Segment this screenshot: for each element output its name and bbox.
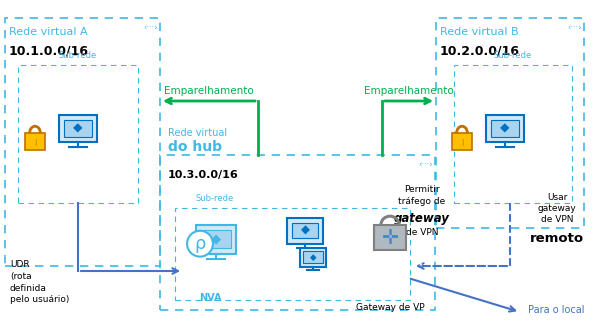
Circle shape: [187, 231, 213, 256]
Bar: [486, 115, 524, 142]
Bar: [5, 18, 160, 266]
Text: Sub-rede: Sub-rede: [494, 51, 532, 60]
Text: 10.2.0.0/16: 10.2.0.0/16: [440, 45, 520, 57]
Text: Emparelhamento: Emparelhamento: [364, 86, 454, 96]
Bar: [304, 251, 322, 263]
Bar: [374, 225, 406, 250]
Text: ◆: ◆: [501, 122, 509, 135]
Text: Para o local: Para o local: [528, 305, 584, 315]
Text: Usar: Usar: [547, 193, 567, 202]
Bar: [160, 155, 435, 310]
Text: tráfego de: tráfego de: [398, 197, 446, 206]
Text: 10.3.0.0/16: 10.3.0.0/16: [168, 170, 239, 180]
Bar: [292, 223, 318, 238]
Text: ◆: ◆: [301, 224, 310, 237]
Text: ◆: ◆: [73, 122, 83, 135]
Bar: [452, 133, 472, 150]
Bar: [196, 225, 236, 254]
Bar: [454, 65, 572, 203]
Text: ‹···›: ‹···›: [144, 24, 158, 33]
Bar: [202, 230, 231, 248]
Text: ‹···›: ‹···›: [568, 24, 582, 33]
Bar: [300, 248, 326, 267]
Bar: [175, 208, 410, 300]
Text: |: |: [461, 140, 463, 146]
Text: NVA: NVA: [199, 293, 221, 303]
Text: de VPN: de VPN: [541, 215, 573, 224]
Text: Rede virtual: Rede virtual: [168, 128, 227, 138]
Text: remoto: remoto: [530, 232, 584, 245]
Text: Emparelhamento: Emparelhamento: [164, 86, 254, 96]
Text: de VPN: de VPN: [406, 228, 438, 237]
Text: Gateway de VP: Gateway de VP: [356, 304, 425, 312]
Bar: [436, 18, 584, 228]
Text: ✛: ✛: [382, 229, 398, 248]
Text: ‹···›: ‹···›: [419, 161, 433, 170]
Text: |: |: [34, 140, 36, 146]
Bar: [25, 133, 45, 150]
Text: Sub-rede: Sub-rede: [59, 51, 97, 60]
Text: Rede virtual B: Rede virtual B: [440, 27, 518, 37]
Text: ◆: ◆: [310, 253, 316, 262]
Bar: [491, 120, 519, 137]
Text: UDR
(rota
definida
pelo usuário): UDR (rota definida pelo usuário): [10, 260, 69, 304]
Text: ρ: ρ: [194, 235, 206, 253]
Bar: [18, 65, 138, 203]
Bar: [59, 115, 97, 142]
Bar: [287, 218, 323, 244]
Text: do hub: do hub: [168, 140, 222, 154]
Text: 10.1.0.0/16: 10.1.0.0/16: [9, 45, 89, 57]
Text: Sub-rede: Sub-rede: [196, 194, 234, 203]
Text: gateway: gateway: [538, 204, 576, 213]
Text: gateway: gateway: [394, 212, 450, 225]
Text: Rede virtual A: Rede virtual A: [9, 27, 88, 37]
Bar: [64, 120, 92, 137]
Text: Permitir: Permitir: [404, 185, 440, 194]
Text: ◆: ◆: [211, 233, 221, 246]
